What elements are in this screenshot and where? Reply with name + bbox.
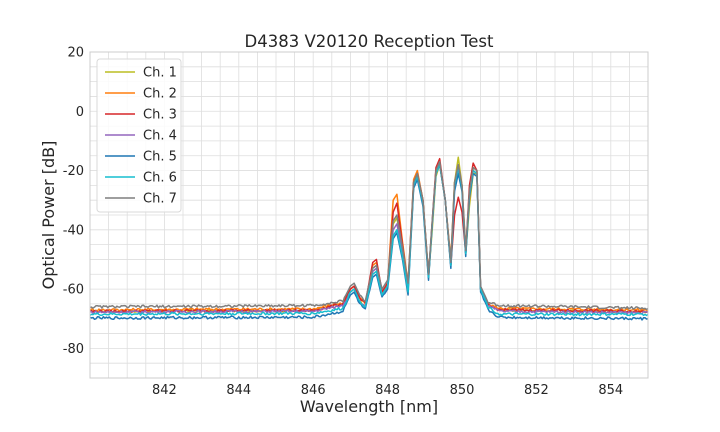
legend-label: Ch. 5 — [143, 150, 177, 165]
legend-label: Ch. 3 — [143, 108, 177, 123]
x-axis-label: Wavelength [nm] — [300, 397, 438, 416]
series-layer — [89, 156, 649, 321]
y-tick-label: 0 — [76, 105, 84, 120]
y-tick-label: -60 — [63, 283, 84, 298]
series-line-7 — [89, 160, 649, 311]
legend: Ch. 1 Ch. 2 Ch. 3 Ch. 4 Ch. 5 Ch. 6 Ch. 7 — [96, 58, 182, 213]
x-tick-label: 854 — [598, 383, 623, 398]
x-tick-label: 852 — [524, 383, 549, 398]
x-tick-label: 848 — [375, 383, 400, 398]
legend-label: Ch. 4 — [143, 129, 177, 144]
legend-label: Ch. 2 — [143, 87, 177, 102]
x-tick-label: 846 — [301, 383, 326, 398]
x-tick-label: 842 — [152, 383, 177, 398]
plot-frame — [89, 51, 649, 379]
y-tick-label: -80 — [63, 342, 84, 357]
y-tick-label: 20 — [67, 46, 84, 61]
legend-label: Ch. 1 — [143, 66, 177, 81]
y-tick-label: -20 — [63, 164, 84, 179]
chart-title: D4383 V20120 Reception Test — [245, 32, 494, 51]
x-tick-labels: 842 844 846 848 850 852 854 — [152, 383, 623, 398]
legend-label: Ch. 7 — [143, 192, 177, 207]
y-axis-label: Optical Power [dB] — [39, 141, 58, 290]
legend-label: Ch. 6 — [143, 171, 177, 186]
series-line-6 — [89, 163, 649, 317]
legend-box — [96, 58, 182, 213]
y-tick-labels: -80 -60 -40 -20 0 20 — [63, 46, 84, 357]
x-tick-label: 844 — [226, 383, 251, 398]
x-tick-label: 850 — [450, 383, 475, 398]
plot-area — [89, 51, 649, 379]
y-tick-label: -40 — [63, 223, 84, 238]
